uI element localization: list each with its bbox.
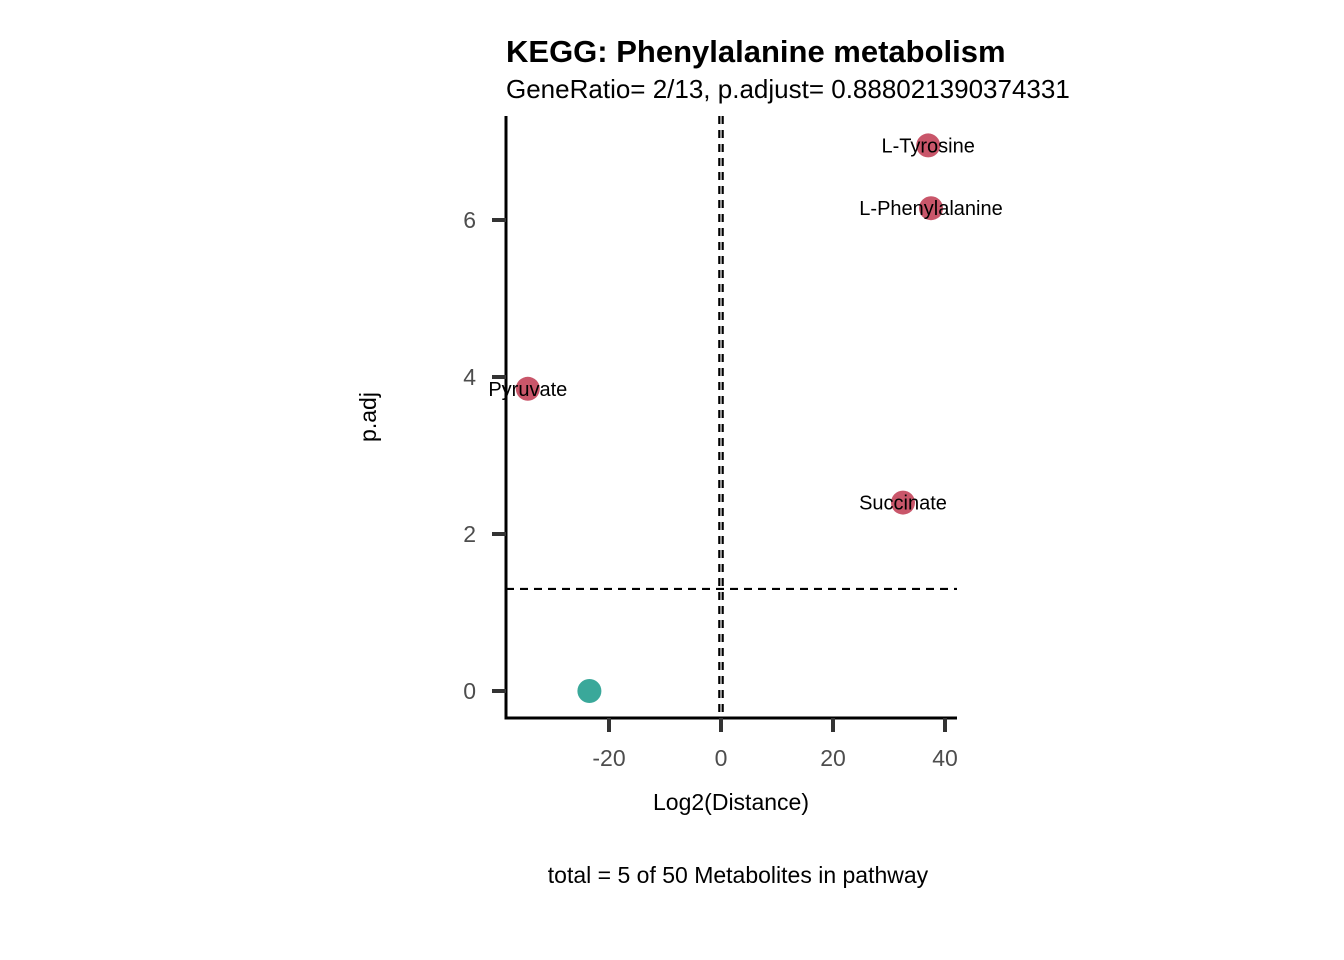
x-axis-title: Log2(Distance): [653, 789, 809, 815]
point-label: Pyruvate: [488, 379, 567, 401]
data-point-pyruvate: [515, 376, 540, 401]
y-tick-label: 4: [463, 364, 476, 390]
axes: [504, 116, 957, 720]
reference-lines: [506, 116, 957, 718]
point-labels: L-Tyrosine L-Phenylalanine Pyruvate Succina…: [488, 135, 1002, 514]
data-point-l-phenylalanine: [919, 196, 943, 221]
y-tick-label: 0: [463, 678, 476, 704]
y-axis-title: p.adj: [355, 392, 381, 442]
point-label: L-Tyrosine: [882, 135, 975, 157]
x-tick-label: 20: [820, 745, 846, 771]
point-label: Succinate: [859, 493, 947, 515]
data-point-l-tyrosine: [916, 133, 941, 158]
y-tick-label: 6: [463, 207, 476, 233]
x-tick-label: -20: [592, 745, 625, 771]
data-point-unlabeled: [577, 679, 602, 703]
data-points: [515, 133, 943, 703]
chart-caption: total = 5 of 50 Metabolites in pathway: [548, 862, 929, 888]
y-tick-label: 2: [463, 521, 476, 547]
chart-subtitle: GeneRatio= 2/13, p.adjust= 0.88802139037…: [506, 74, 1070, 104]
x-tick-label: 40: [932, 745, 958, 771]
point-label: L-Phenylalanine: [859, 198, 1002, 220]
x-axis-ticks: -20 0 20 40: [592, 718, 958, 771]
chart-title: KEGG: Phenylalanine metabolism: [506, 34, 1006, 69]
y-axis-ticks: 0 2 4 6: [463, 207, 506, 704]
data-point-succinate: [891, 490, 915, 515]
x-tick-label: 0: [715, 745, 728, 771]
